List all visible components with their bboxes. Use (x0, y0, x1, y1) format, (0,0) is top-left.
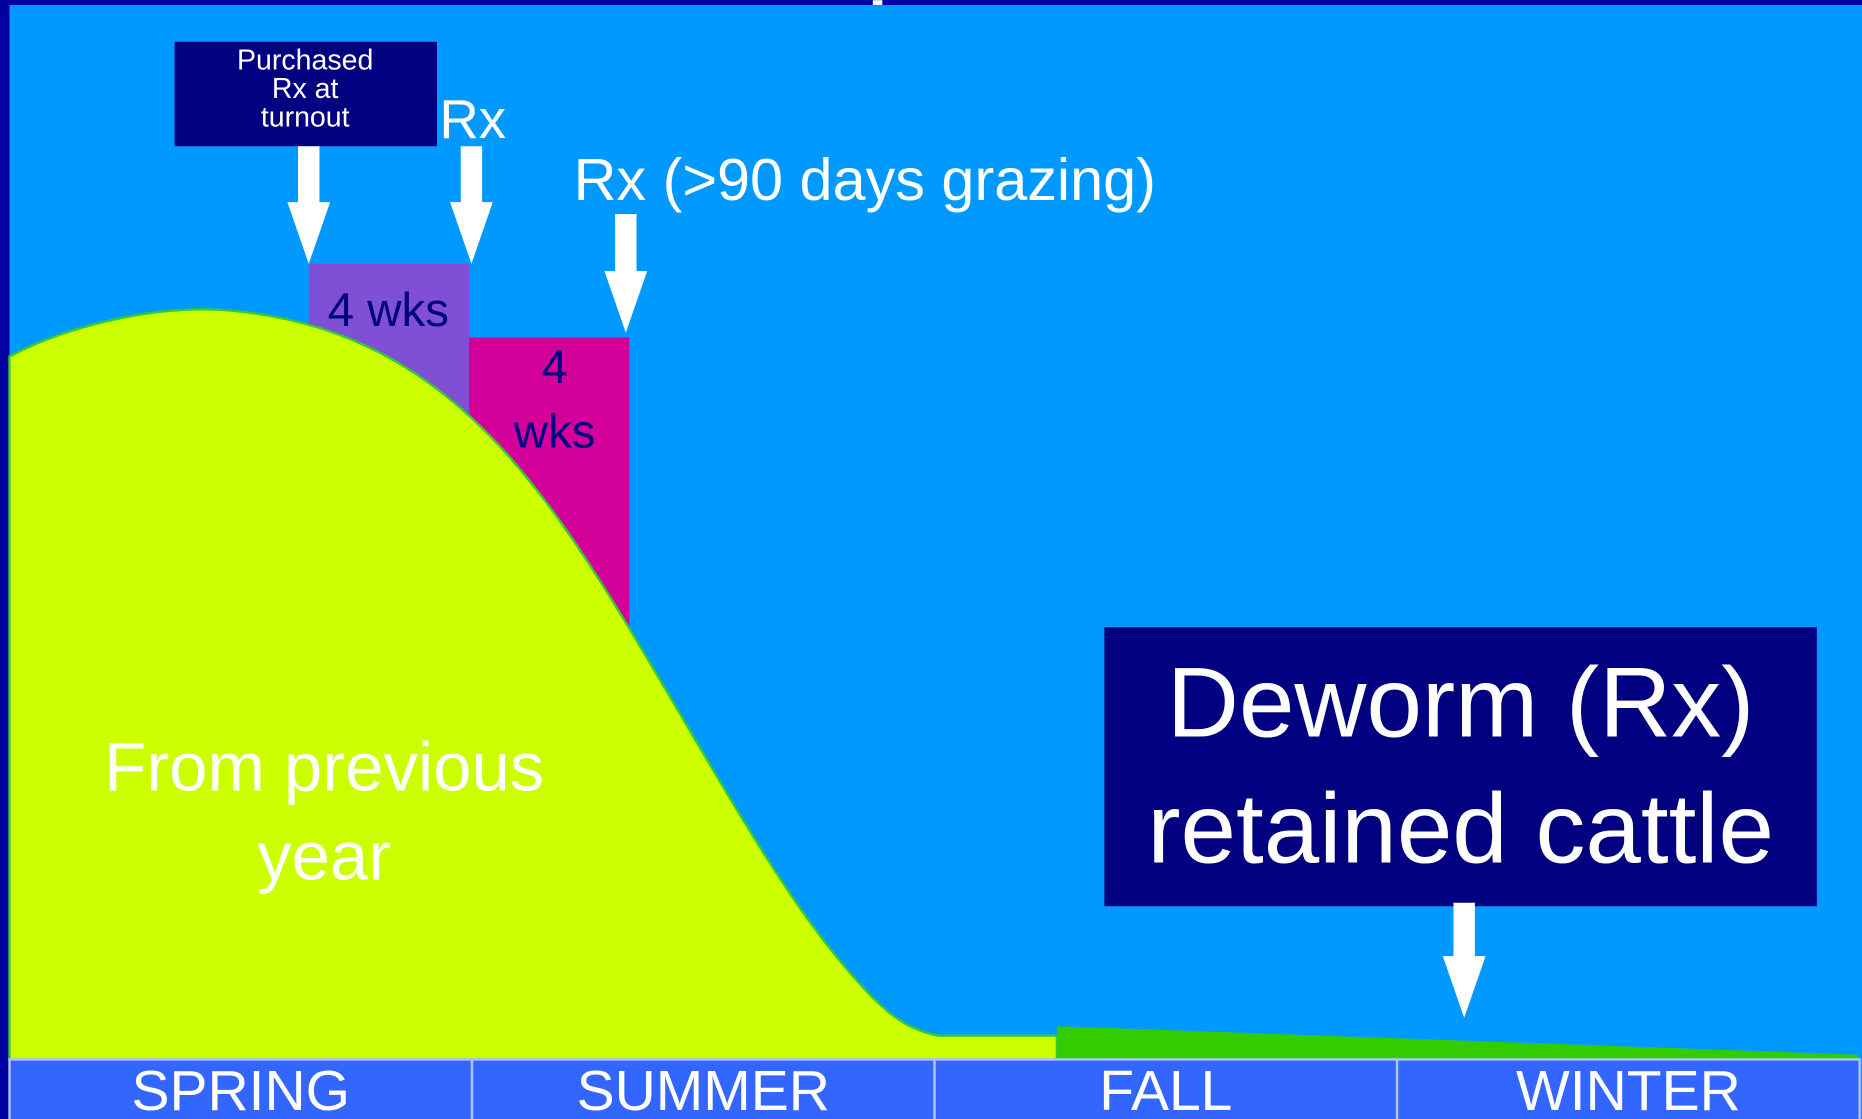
period-label: 4 (541, 341, 567, 394)
season-label: SUMMER (577, 1059, 830, 1119)
season-bar: SPRING SUMMER FALL WINTER (8, 1058, 1861, 1119)
season-label: SPRING (131, 1059, 350, 1119)
callout-text: turnout (261, 101, 350, 133)
season-cell (933, 1058, 1399, 1119)
title-fragment (872, 0, 883, 5)
infection-curve (8, 308, 1059, 1061)
arrow (287, 146, 331, 264)
deworm-text: Deworm (Rx) (1167, 648, 1754, 759)
arrow (1442, 902, 1486, 1018)
callout-text: Rx (>90 days grazing) (574, 146, 1156, 213)
retained-curve (1056, 1026, 1859, 1060)
deworm-text: retained cattle (1147, 774, 1774, 885)
curve-label: From previous (104, 728, 544, 805)
curve-label: year (257, 817, 391, 894)
season-label: FALL (1099, 1059, 1232, 1119)
arrow (450, 146, 493, 264)
callout-text: Rx at (272, 73, 339, 105)
period-label: 4 wks (328, 284, 449, 337)
callout-text: Rx (439, 89, 506, 150)
callout-text: Purchased (237, 44, 373, 76)
deworm-box (1104, 627, 1817, 907)
season-cell (470, 1058, 936, 1119)
period-label: wks (513, 405, 596, 458)
season-cell (1395, 1058, 1861, 1119)
arrow (604, 213, 648, 333)
season-label: WINTER (1516, 1059, 1741, 1119)
callout-box (174, 41, 437, 147)
